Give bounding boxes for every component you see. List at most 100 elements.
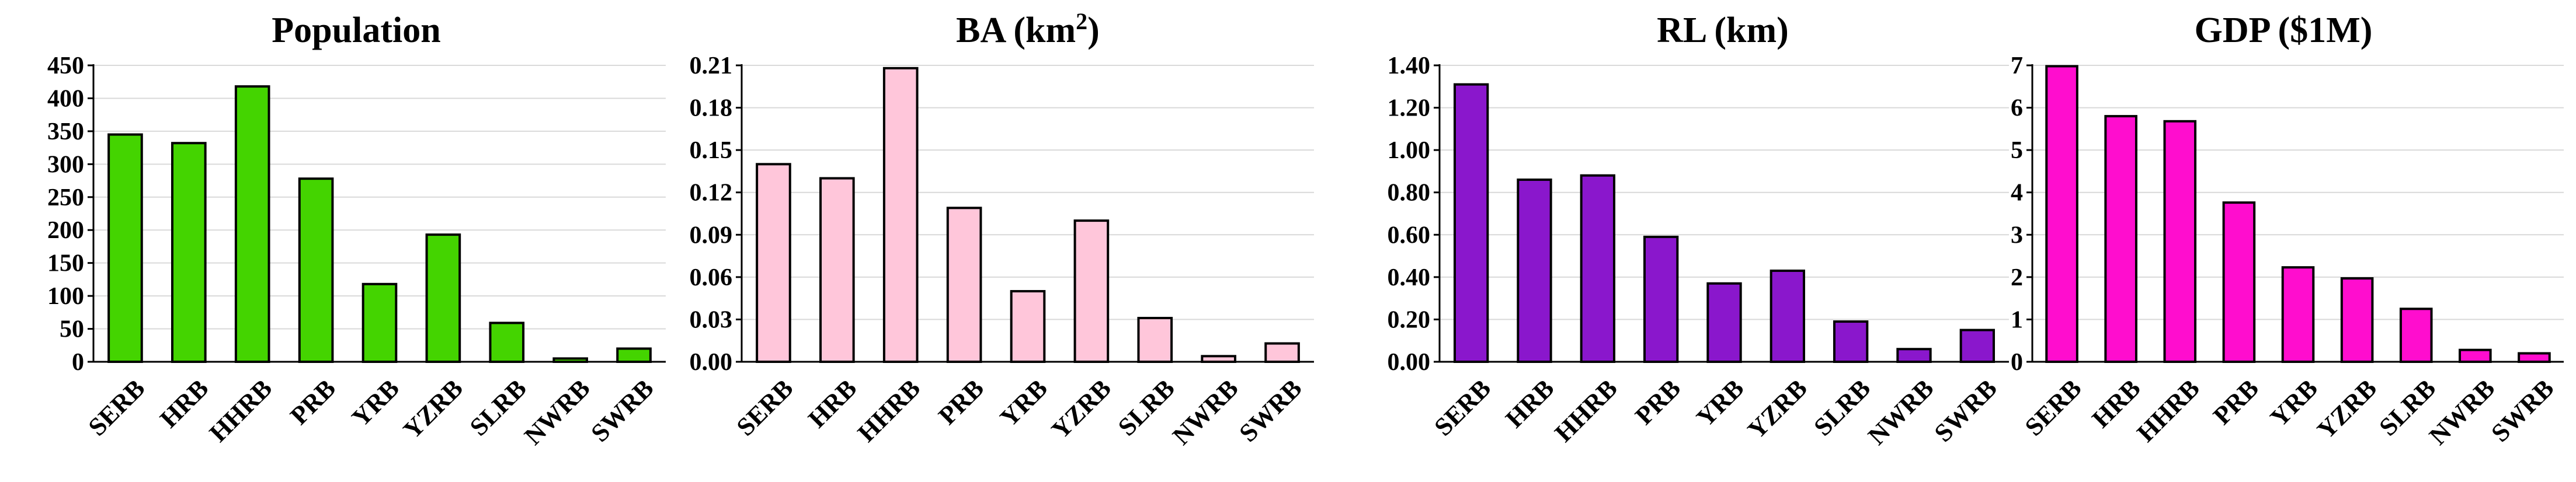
- x-tick-label: YZRB: [2311, 373, 2382, 444]
- bar-slrb: [1833, 320, 1869, 363]
- x-tick-label: HRB: [1500, 373, 1560, 433]
- y-tick-label: 0.20: [1388, 306, 1431, 333]
- bar-yrb: [2281, 266, 2315, 363]
- y-tick-label: 400: [47, 85, 84, 112]
- x-tick-label: SERB: [2019, 373, 2087, 441]
- chart-title: Population: [272, 11, 440, 50]
- y-tick-label: 250: [47, 184, 84, 211]
- bar-hhrb: [2163, 120, 2197, 363]
- bar-prb: [946, 207, 982, 363]
- chart-panel-1: Population 0 50 100 150 200 250 300 350 400 450 SER…: [47, 11, 666, 450]
- chart-title: RL (km): [1657, 11, 1789, 50]
- x-tick-label: SERB: [83, 373, 151, 441]
- y-tick-label: 6: [2011, 95, 2023, 122]
- y-tick-label: 450: [47, 53, 84, 79]
- y-tick-label: 0.60: [1388, 222, 1431, 249]
- y-tick-label: 0.21: [690, 53, 733, 79]
- y-tick-label: 1.00: [1388, 137, 1431, 164]
- y-tick-label: 0.09: [690, 222, 733, 249]
- bar-hrb: [2104, 115, 2137, 363]
- y-tick-label: 0.00: [1388, 349, 1431, 376]
- x-tick-label: PRB: [933, 373, 989, 430]
- y-tick-label: 7: [2011, 53, 2023, 79]
- y-tick-label: 0.06: [690, 264, 733, 291]
- bar-serb: [756, 163, 791, 363]
- x-tick-label: YRB: [995, 373, 1053, 432]
- x-tick-label: YRB: [346, 373, 405, 432]
- x-tick-label: SERB: [1428, 373, 1496, 441]
- bar-swrb: [1959, 329, 1996, 363]
- bar-hrb: [1517, 178, 1552, 363]
- y-tick-label: 0.80: [1388, 180, 1431, 207]
- y-tick-label: 0.18: [690, 95, 733, 122]
- bar-swrb: [1264, 342, 1300, 363]
- bar-slrb: [2399, 308, 2433, 363]
- bar-serb: [107, 133, 143, 364]
- bar-serb: [1454, 83, 1489, 364]
- bar-slrb: [1137, 317, 1173, 363]
- x-tick-label: NWRB: [1167, 373, 1243, 450]
- y-tick-label: 3: [2011, 222, 2023, 249]
- bar-serb: [2045, 65, 2078, 364]
- y-tick-label: 200: [47, 217, 84, 244]
- x-tick-label: SERB: [731, 373, 799, 441]
- y-tick-label: 2: [2011, 264, 2023, 291]
- y-tick-label: 1.40: [1388, 53, 1431, 79]
- x-tick-label: NWRB: [2424, 373, 2500, 450]
- x-tick-label: YRB: [1691, 373, 1749, 432]
- bar-yzrb: [2340, 277, 2374, 363]
- y-tick-label: 5: [2011, 137, 2023, 164]
- bar-yrb: [361, 282, 398, 363]
- bar-swrb: [616, 347, 652, 364]
- x-tick-label: SWRB: [1233, 373, 1307, 447]
- y-tick-label: 0.00: [690, 349, 733, 376]
- bar-swrb: [2518, 352, 2551, 364]
- x-tick-label: HHRB: [852, 373, 926, 447]
- x-tick-label: SWRB: [585, 373, 659, 447]
- x-tick-label: SWRB: [1929, 373, 2003, 447]
- y-tick-label: 0: [72, 349, 84, 376]
- y-tick-label: 0.40: [1388, 264, 1431, 291]
- y-tick-label: 50: [60, 316, 84, 343]
- x-tick-label: PRB: [284, 373, 341, 430]
- bar-yzrb: [1073, 219, 1110, 363]
- x-tick-label: NWRB: [519, 373, 595, 450]
- y-tick-label: 300: [47, 151, 84, 178]
- y-tick-label: 150: [47, 250, 84, 277]
- y-tick-label: 0.15: [690, 137, 733, 164]
- y-tick-label: 4: [2011, 180, 2023, 207]
- y-tick-label: 100: [47, 283, 84, 310]
- chart-title: BA (km2): [956, 8, 1100, 50]
- x-tick-label: HHRB: [2132, 373, 2205, 447]
- bar-hhrb: [882, 67, 919, 363]
- chart-panel-2: BA (km2) 0.00 0.03 0.06 0.09 0.12 0.15 0.18 0.21…: [690, 8, 1314, 450]
- y-tick-label: 1: [2011, 306, 2023, 333]
- x-tick-label: SWRB: [2485, 373, 2559, 447]
- bar-prb: [298, 177, 334, 363]
- bar-hrb: [819, 177, 855, 363]
- bar-hhrb: [234, 85, 270, 363]
- x-tick-label: HRB: [802, 373, 862, 433]
- x-tick-label: PRB: [1629, 373, 1686, 430]
- x-tick-label: PRB: [2207, 373, 2264, 430]
- y-tick-label: 0.03: [690, 306, 733, 333]
- bar-nwrb: [2459, 348, 2492, 363]
- y-tick-label: 0: [2011, 349, 2023, 376]
- y-tick-label: 350: [47, 118, 84, 145]
- x-tick-label: YZRB: [1742, 373, 1813, 444]
- x-tick-label: HRB: [154, 373, 214, 433]
- x-tick-label: YZRB: [398, 373, 468, 444]
- bar-yzrb: [425, 233, 461, 363]
- bar-yzrb: [1770, 269, 1806, 363]
- bar-slrb: [489, 322, 525, 364]
- x-tick-label: NWRB: [1862, 373, 1939, 450]
- chart-title: GDP ($1M): [2195, 11, 2373, 50]
- bar-prb: [2222, 201, 2256, 363]
- bar-hrb: [171, 142, 207, 363]
- y-tick-label: 0.12: [690, 180, 733, 207]
- x-tick-label: YZRB: [1046, 373, 1117, 444]
- bar-yrb: [1010, 290, 1046, 363]
- bar-yrb: [1706, 282, 1742, 363]
